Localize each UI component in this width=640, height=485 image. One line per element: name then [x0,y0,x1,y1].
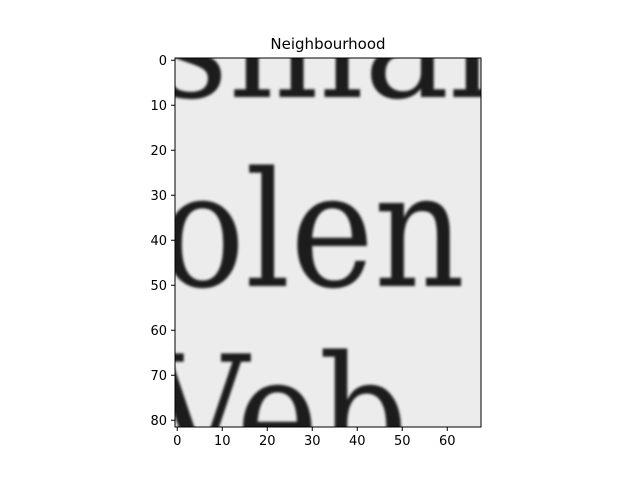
x-tick-label: 10 [214,434,231,449]
x-tick-label: 60 [439,434,456,449]
x-tick-label: 30 [304,434,321,449]
y-tick-label: 70 [150,369,167,384]
y-axis-ticks: 0 10 20 30 40 50 60 70 80 [150,54,175,429]
y-tick-label: 20 [150,144,167,159]
image-text: smal olen Veb [146,0,495,480]
image-text-line-1: smal [155,0,495,133]
x-tick-label: 40 [349,434,366,449]
y-tick-label: 80 [150,414,167,429]
x-tick-label: 20 [259,434,276,449]
y-tick-label: 40 [150,234,167,249]
y-tick-label: 10 [150,99,167,114]
image-text-line-3: Veb [146,321,408,480]
x-tick-label: 50 [394,434,411,449]
image-background [175,58,481,427]
y-tick-label: 60 [150,324,167,339]
axes-frame [174,57,482,428]
y-tick-label: 30 [150,189,167,204]
x-axis-ticks: 0 10 20 30 40 50 60 [173,427,456,449]
image-text-line-2: olen [160,137,465,324]
x-tick-label: 0 [173,434,181,449]
y-tick-label: 50 [150,279,167,294]
image-panel: smal olen Veb [146,0,495,480]
y-tick-label: 0 [159,54,167,69]
chart-title: Neighbourhood [270,35,385,53]
